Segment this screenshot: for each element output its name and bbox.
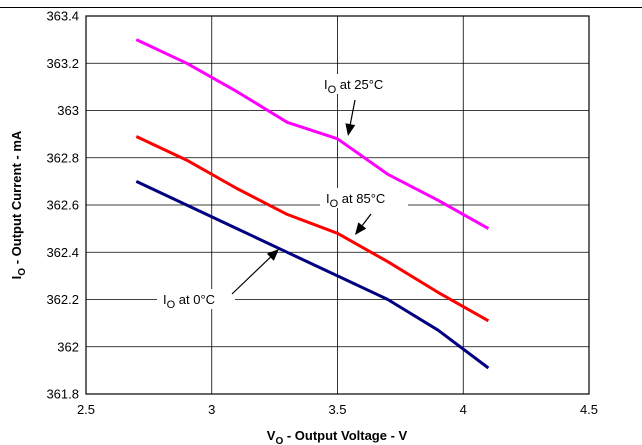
x-tick-label: 2.5 [77,402,95,417]
annotation-arrowhead [345,123,356,136]
series-line-2 [135,180,490,370]
y-tick-label: 362.6 [46,198,79,213]
tick-labels: 2.5 3 3.5 4 4.5 361.8 362 362.2 362.4 362.6 362.8 3… [46,9,598,418]
x-tick-label: 3 [208,402,215,417]
series-line-0 [135,38,490,230]
series-line-1 [135,135,490,323]
annotation-arrow-line [361,213,372,226]
x-axis-title: VO - Output Voltage - V [267,428,408,445]
y-axis-title: IO - Output Current - mA [9,130,28,279]
y-tick-label: 362.8 [46,150,79,165]
y-tick-label: 362 [57,339,79,354]
annotation-bg [320,188,408,208]
y-tick-label: 363.4 [46,9,79,24]
y-tick-label: 363.2 [46,56,79,71]
x-tick-label: 4.5 [580,402,598,417]
annotation-arrow-line [349,99,356,125]
x-tick-label: 3.5 [328,402,346,417]
series-layer [135,38,490,370]
annotation-bg [157,289,235,309]
y-tick-label: 362.4 [46,245,79,260]
y-tick-label: 361.8 [46,387,79,402]
annotation-arrow-line [231,256,271,295]
annotation-arrowhead [266,249,279,261]
x-tick-label: 4 [460,402,467,417]
annotation-label: IO at 25°C [324,77,383,96]
annotation-arrowhead [355,222,367,235]
annotation-bg [318,74,406,94]
y-tick-label: 362.2 [46,292,79,307]
annotations: IO at 25°C IO at 85°C IO at 0°C [157,74,408,311]
plot-frame [85,15,590,395]
annotation-label: IO at 85°C [326,191,385,210]
y-tick-label: 363 [57,103,79,118]
annotation-label: IO at 0°C [163,292,215,311]
